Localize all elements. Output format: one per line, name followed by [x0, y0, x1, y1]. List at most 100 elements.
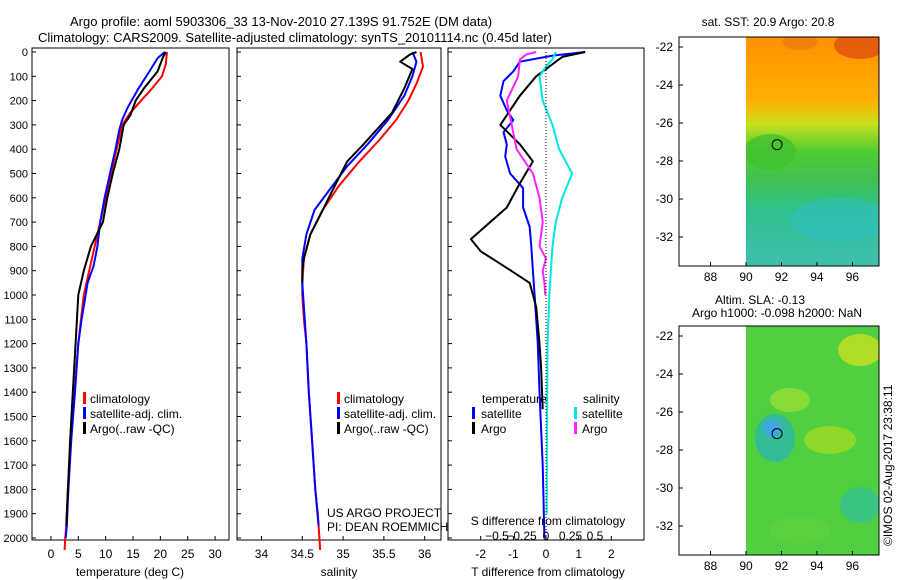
map-y-tick-label: -22 [656, 329, 674, 343]
depth-tick-label: 300 [10, 120, 28, 132]
map-y-tick-label: -28 [656, 154, 674, 168]
map-y-tick-label: -32 [656, 230, 674, 244]
x-tick-label: -2 [475, 547, 486, 561]
legend-swatch-temp-argo [472, 422, 475, 434]
x-tick-label: 35 [336, 547, 350, 561]
legend-swatch-argo [83, 422, 86, 434]
sla-low-patch [763, 419, 781, 437]
title-line-1: Argo profile: aoml 5903306_33 13-Nov-201… [70, 14, 492, 29]
sst-map-axes: 88 90 92 94 96 -22 -24 -26 -28 -30 -32 [656, 40, 860, 284]
sla-patch [770, 516, 830, 544]
x-tick-label: 5 [75, 547, 82, 561]
map-x-tick-label: 96 [846, 270, 860, 284]
map-x-tick-label: 96 [846, 559, 860, 573]
x-tick-label: 35.5 [372, 547, 396, 561]
x-tick-label: 20 [154, 547, 168, 561]
salinity-plot: 34 34.5 35 35.5 36 [237, 51, 432, 561]
series-line-salinity-argo [505, 51, 547, 296]
x-tick-label: 15 [126, 547, 140, 561]
depth-tick-label: 700 [10, 217, 28, 229]
map-y-tick-label: -30 [656, 481, 674, 495]
s-difference-label: S difference from climatology [471, 514, 626, 528]
legend-label-temp-argo: Argo [481, 422, 507, 436]
depth-tick-label: 100 [10, 71, 28, 83]
legend-label-argo: Argo(..raw -QC) [90, 422, 175, 436]
depth-tick-label: 1000 [4, 290, 28, 302]
s-diff-tick-label: 0.25 [559, 529, 583, 543]
legend-swatch-temp-satellite [472, 407, 475, 419]
temperature-panel-frame [31, 47, 230, 541]
map-x-tick-label: 92 [775, 559, 789, 573]
legend-label-sal-satellite: satellite [582, 407, 623, 421]
difference-plot: -2 -1 0 1 2 −0.5−0.25 0 0.25 0.5 [448, 51, 615, 561]
depth-tick-label: 400 [10, 144, 28, 156]
temperature-xlabel: temperature (deg C) [76, 565, 184, 579]
legend-label-argo: Argo(..raw -QC) [344, 422, 429, 436]
legend-label-climatology: climatology [344, 392, 404, 406]
map-y-tick-label: -26 [656, 405, 674, 419]
depth-tick-label: 500 [10, 169, 28, 181]
sst-warm-patch [782, 37, 818, 50]
sst-cool-patch [790, 198, 879, 242]
series-line-satellite [64, 51, 166, 539]
map-x-tick-label: 90 [739, 559, 753, 573]
temperature-legend: climatology satellite-adj. clim. Argo(..… [83, 392, 182, 436]
map-x-tick-label: 88 [704, 270, 718, 284]
map-x-tick-label: 92 [775, 270, 789, 284]
series-line-temperature-satellite [499, 51, 586, 539]
depth-tick-label: 0 [22, 47, 28, 59]
x-tick-label: 10 [99, 547, 113, 561]
map-y-tick-label: -24 [656, 78, 674, 92]
sst-map-frame [678, 36, 880, 267]
depth-tick-label: 800 [10, 241, 28, 253]
temperature-plot: 0 5 10 15 20 25 30 [48, 51, 222, 561]
depth-tick-label: 1400 [4, 387, 28, 399]
legend-swatch-sal-satellite [574, 407, 577, 419]
difference-legend: temperature salinity satellite Argo sate… [472, 392, 623, 436]
depth-tick-label: 600 [10, 193, 28, 205]
map-x-tick-label: 94 [810, 270, 824, 284]
s-diff-tick-label: 0 [543, 529, 550, 543]
series-line-satellite [301, 51, 418, 526]
depth-tick-label: 1600 [4, 436, 28, 448]
x-tick-label: 34.5 [291, 547, 315, 561]
x-tick-label: 36 [418, 547, 432, 561]
legend-title-temperature: temperature [482, 392, 547, 406]
series-line-temperature-argo [469, 51, 586, 410]
sla-map-title-2: Argo h1000: -0.098 h2000: NaN [692, 306, 862, 320]
x-tick-label: 0 [543, 547, 550, 561]
s-diff-tick-label: −0.5 [485, 529, 509, 543]
x-tick-label: -1 [508, 547, 519, 561]
imos-credit: ©IMOS 02-Aug-2017 23:38:11 [881, 384, 895, 546]
s-diff-tick-label: −0.25 [506, 529, 537, 543]
legend-swatch-climatology [83, 392, 86, 404]
x-tick-label: 0 [48, 547, 55, 561]
sla-patch [838, 334, 879, 366]
salinity-panel-frame [236, 47, 442, 541]
legend-title-salinity: salinity [583, 392, 620, 406]
legend-label-satellite: satellite-adj. clim. [90, 407, 182, 421]
depth-tick-label: 1200 [4, 339, 28, 351]
argo-position-marker [771, 139, 783, 151]
legend-label-sal-argo: Argo [582, 422, 608, 436]
legend-swatch-argo [337, 422, 340, 434]
series-line-argo [301, 51, 417, 283]
sst-green-patch [746, 134, 796, 170]
map-y-tick-label: -32 [656, 519, 674, 533]
depth-tick-label: 1900 [4, 509, 28, 521]
salinity-xlabel: salinity [321, 565, 358, 579]
map-x-tick-label: 88 [704, 559, 718, 573]
map-y-tick-label: -30 [656, 192, 674, 206]
sla-patch [804, 426, 856, 454]
map-y-tick-label: -22 [656, 40, 674, 54]
series-line-salinity-satellite [538, 51, 574, 514]
sla-map-frame [678, 325, 880, 556]
pi-annotation: PI: DEAN ROEMMICH [327, 520, 448, 534]
x-tick-label: 34 [255, 547, 269, 561]
sst-map: 88 90 92 94 96 -22 -24 -26 -28 -30 -32 [656, 36, 880, 284]
s-diff-tick-label: 0.5 [587, 529, 604, 543]
legend-label-temp-satellite: satellite [481, 407, 522, 421]
argo-position-marker [771, 428, 783, 440]
map-y-tick-label: -28 [656, 443, 674, 457]
